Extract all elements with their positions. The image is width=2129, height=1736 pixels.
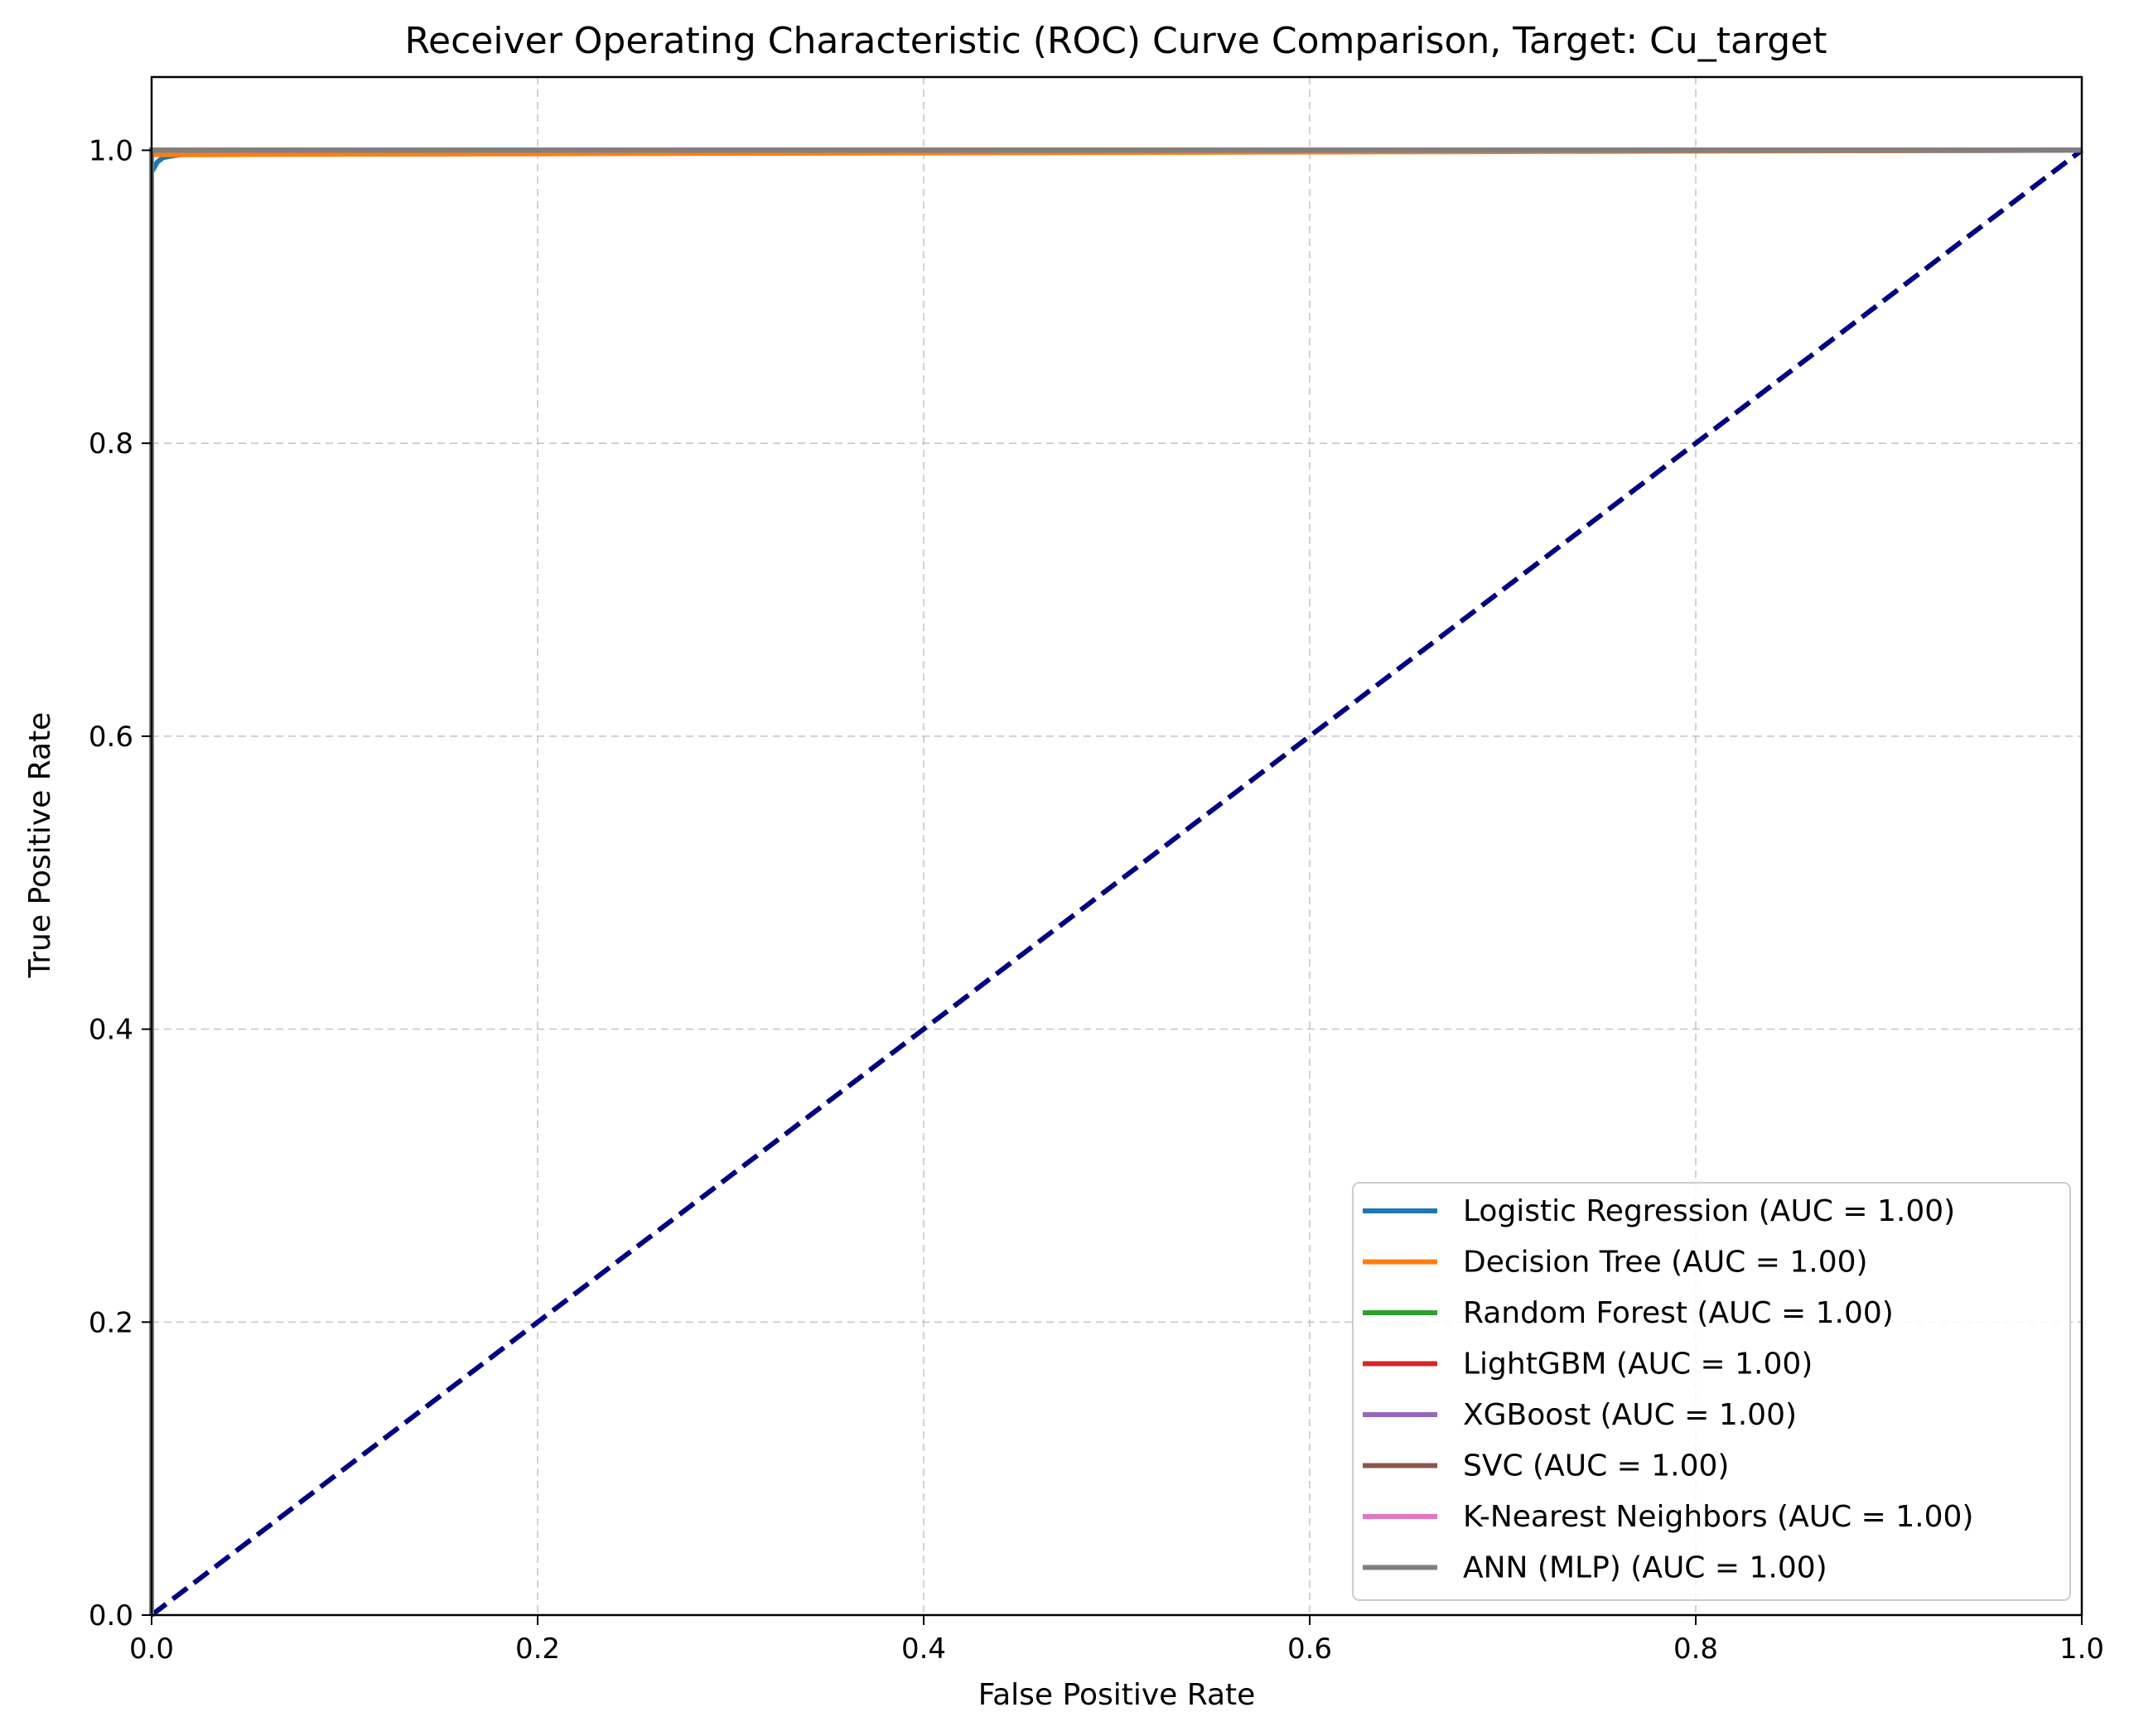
y-axis-ticks: 0.0 0.2 0.4 0.6 0.8 1.0 xyxy=(89,134,152,1632)
y-tick-label: 0.4 xyxy=(89,1014,133,1047)
x-tick-label: 0.6 xyxy=(1287,1632,1332,1666)
legend-label-3: LightGBM (AUC = 1.00) xyxy=(1463,1348,1813,1382)
y-tick-label: 0.6 xyxy=(89,721,133,754)
x-tick-label: 0.2 xyxy=(515,1632,560,1666)
legend-label-6: K-Nearest Neighbors (AUC = 1.00) xyxy=(1463,1500,1973,1534)
legend-label-1: Decision Tree (AUC = 1.00) xyxy=(1463,1246,1868,1280)
reference-line-layer xyxy=(150,148,2083,1618)
x-tick-label: 0.8 xyxy=(1673,1632,1718,1666)
legend-box xyxy=(1352,1182,2071,1601)
legend-label-2: Random Forest (AUC = 1.00) xyxy=(1463,1296,1894,1330)
y-tick-label: 0.0 xyxy=(89,1599,133,1632)
chart-title: Receiver Operating Characteristic (ROC) … xyxy=(404,20,1827,62)
y-tick-label: 1.0 xyxy=(89,134,133,167)
x-tick-label: 0.4 xyxy=(901,1632,946,1666)
reference-diagonal-line xyxy=(150,148,2083,1618)
legend: Logistic Regression (AUC = 1.00) Decision… xyxy=(1352,1182,2071,1601)
legend-label-7: ANN (MLP) (AUC = 1.00) xyxy=(1463,1551,1827,1585)
x-axis-label: False Positive Rate xyxy=(978,1678,1256,1712)
x-tick-label: 1.0 xyxy=(2059,1632,2104,1666)
legend-label-0: Logistic Regression (AUC = 1.00) xyxy=(1463,1194,1955,1228)
legend-label-5: SVC (AUC = 1.00) xyxy=(1463,1449,1729,1483)
plot-frame xyxy=(150,75,2083,1617)
y-tick-label: 0.2 xyxy=(89,1306,133,1339)
legend-label-4: XGBoost (AUC = 1.00) xyxy=(1463,1398,1797,1432)
x-axis-ticks: 0.0 0.2 0.4 0.6 0.8 1.0 xyxy=(129,1615,2104,1666)
y-axis-label: True Positive Rate xyxy=(23,712,57,979)
x-tick-label: 0.0 xyxy=(129,1632,174,1666)
y-tick-label: 0.8 xyxy=(89,427,133,461)
